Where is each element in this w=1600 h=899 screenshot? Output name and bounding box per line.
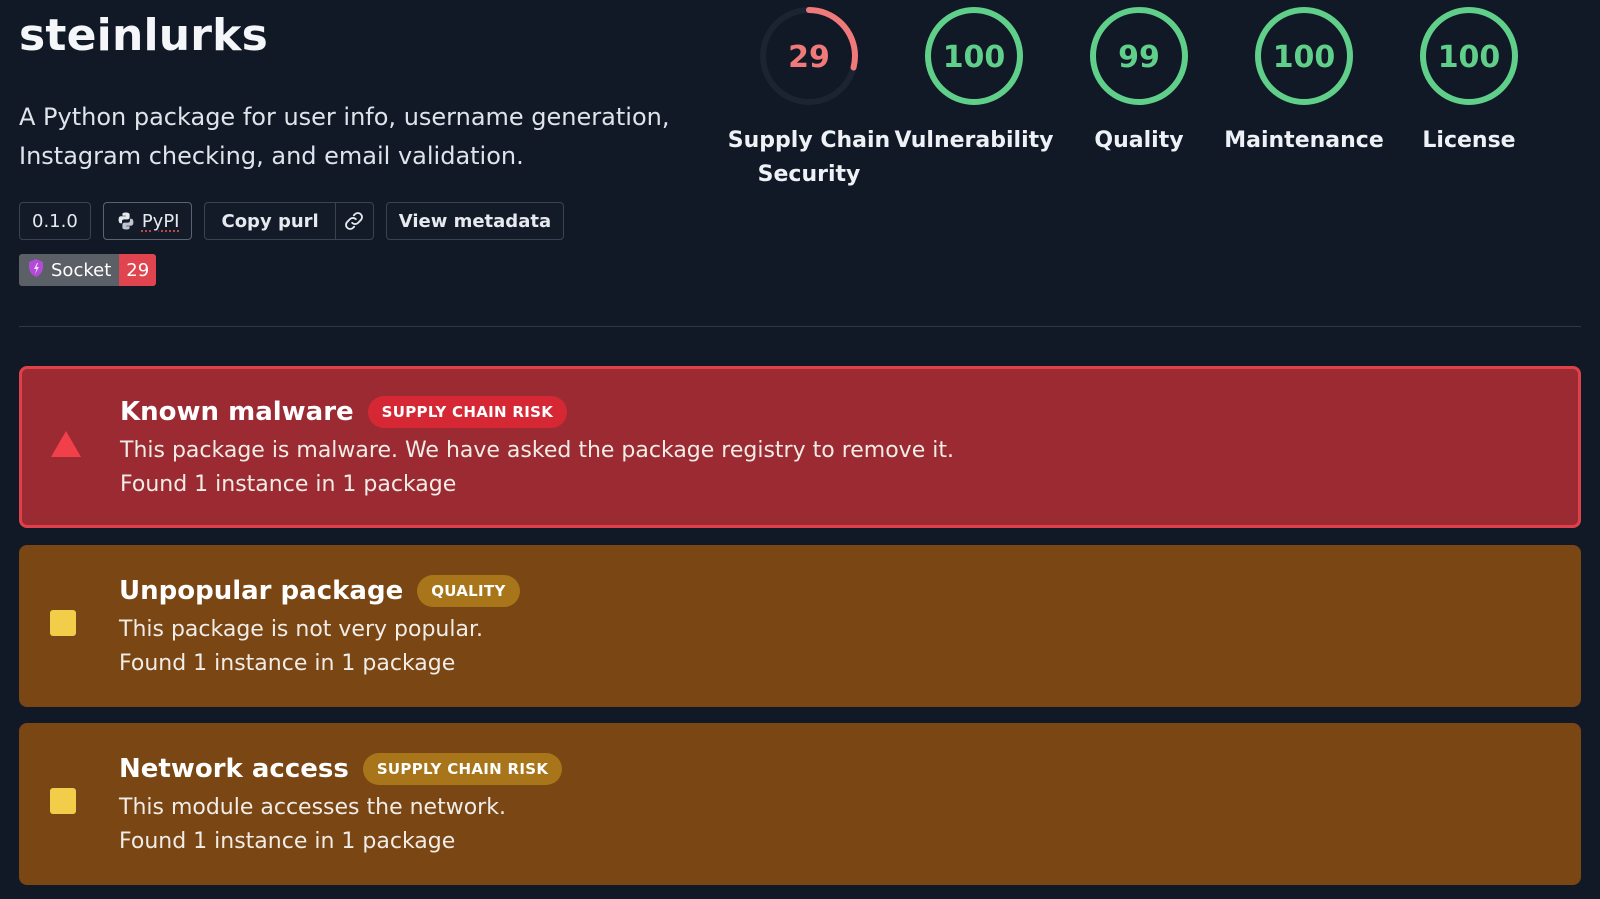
score-ring-arc bbox=[925, 7, 1023, 105]
alert-network-access[interactable]: Network access SUPPLY CHAIN RISK This mo… bbox=[19, 723, 1581, 885]
score-label: Vulnerability bbox=[890, 124, 1058, 158]
score-label: Quality bbox=[1055, 124, 1223, 158]
view-metadata-button[interactable]: View metadata bbox=[385, 202, 565, 240]
score-ring[interactable]: 100 License bbox=[1385, 4, 1553, 158]
score-label-line: License bbox=[1422, 128, 1516, 153]
socket-badge[interactable]: Socket 29 bbox=[19, 254, 157, 286]
score-ring[interactable]: 100 Maintenance bbox=[1220, 4, 1388, 158]
score-ring[interactable]: 99 Quality bbox=[1055, 4, 1223, 158]
score-label-line: Vulnerability bbox=[894, 128, 1054, 153]
score-ring-arc bbox=[1090, 7, 1188, 105]
alert-found: Found 1 instance in 1 package bbox=[120, 472, 457, 497]
score-ring-graphic: 100 bbox=[1420, 7, 1518, 105]
alert-body: Unpopular package QUALITY This package i… bbox=[119, 573, 520, 681]
score-ring[interactable]: 100 Vulnerability bbox=[890, 4, 1058, 158]
score-value: 100 bbox=[1273, 40, 1336, 75]
package-chips: 0.1.0 PyPI Copy purl View metadata bbox=[19, 202, 565, 240]
square-icon bbox=[49, 787, 77, 819]
socket-badge-score: 29 bbox=[119, 254, 157, 286]
score-label: License bbox=[1385, 124, 1553, 158]
warning-triangle-icon bbox=[50, 430, 82, 462]
ecosystem-label: PyPI bbox=[141, 210, 180, 232]
version-chip[interactable]: 0.1.0 bbox=[19, 202, 91, 240]
alert-found: Found 1 instance in 1 package bbox=[119, 651, 456, 676]
score-label-line: Quality bbox=[1094, 128, 1184, 153]
alert-description: This module accesses the network. bbox=[119, 795, 506, 820]
alert-known-malware[interactable]: Known malware SUPPLY CHAIN RISK This pac… bbox=[19, 366, 1581, 528]
alert-description: This package is not very popular. bbox=[119, 617, 483, 642]
score-ring[interactable]: 29 Supply Chain Security bbox=[725, 4, 893, 192]
divider bbox=[19, 326, 1581, 327]
package-title: steinlurks bbox=[19, 10, 269, 61]
alert-found: Found 1 instance in 1 package bbox=[119, 829, 456, 854]
alert-title: Unpopular package bbox=[119, 576, 404, 606]
alert-tag: SUPPLY CHAIN RISK bbox=[367, 396, 568, 428]
score-label-line: Supply Chain bbox=[727, 128, 891, 153]
score-ring-arc bbox=[1255, 7, 1353, 105]
python-icon bbox=[116, 211, 136, 231]
alert-unpopular-package[interactable]: Unpopular package QUALITY This package i… bbox=[19, 545, 1581, 707]
alert-title: Network access bbox=[119, 754, 349, 784]
alert-tag: QUALITY bbox=[417, 575, 520, 607]
link-icon[interactable] bbox=[334, 203, 373, 239]
score-value: 99 bbox=[1118, 40, 1160, 75]
score-rings: 29 Supply Chain Security 100 Vulnerability 99… bbox=[728, 4, 1560, 194]
alert-tag: SUPPLY CHAIN RISK bbox=[362, 753, 563, 785]
score-ring-graphic: 29 bbox=[760, 7, 858, 105]
copy-purl-group: Copy purl bbox=[204, 202, 374, 240]
alert-body: Known malware SUPPLY CHAIN RISK This pac… bbox=[120, 394, 954, 502]
copy-purl-button[interactable]: Copy purl bbox=[221, 210, 319, 232]
score-ring-arc bbox=[1420, 7, 1518, 105]
score-value: 29 bbox=[788, 40, 830, 75]
square-icon bbox=[49, 609, 77, 641]
score-ring-graphic: 100 bbox=[925, 7, 1023, 105]
score-label: Maintenance bbox=[1220, 124, 1388, 158]
ecosystem-chip[interactable]: PyPI bbox=[102, 202, 193, 240]
alert-body: Network access SUPPLY CHAIN RISK This mo… bbox=[119, 751, 563, 859]
alert-title: Known malware bbox=[120, 397, 354, 427]
socket-badge-left: Socket bbox=[19, 254, 120, 286]
socket-badge-label: Socket bbox=[51, 259, 112, 281]
package-description: A Python package for user info, username… bbox=[19, 103, 670, 170]
score-ring-graphic: 100 bbox=[1255, 7, 1353, 105]
score-ring-graphic: 99 bbox=[1090, 7, 1188, 105]
score-ring-arc bbox=[760, 7, 858, 105]
score-label-line: Maintenance bbox=[1224, 128, 1384, 153]
score-label: Supply Chain Security bbox=[725, 124, 893, 192]
alert-description: This package is malware. We have asked t… bbox=[120, 438, 954, 463]
score-value: 100 bbox=[1438, 40, 1501, 75]
score-label-line: Security bbox=[757, 162, 861, 187]
score-value: 100 bbox=[943, 40, 1006, 75]
shield-icon bbox=[27, 258, 45, 283]
